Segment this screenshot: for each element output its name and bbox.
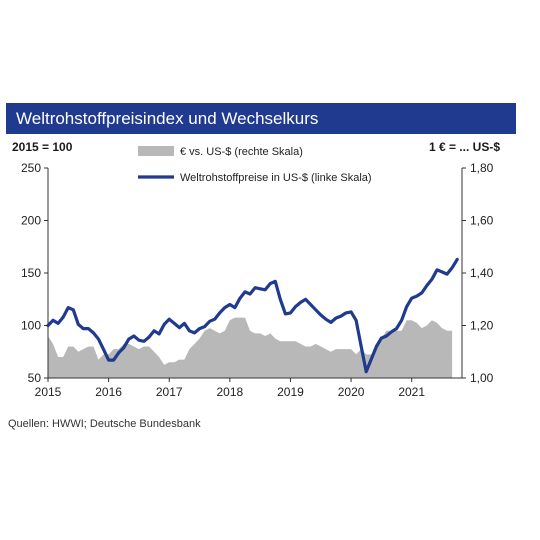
legend-area-label: € vs. US-$ (rechte Skala) xyxy=(180,146,303,158)
right-tick-label: 1,60 xyxy=(470,214,494,228)
line-layer xyxy=(46,257,459,374)
chart-title: Weltrohstoffpreisindex und Wechselkurs xyxy=(16,109,319,128)
right-tick-label: 1,80 xyxy=(470,161,494,175)
x-tick-label: 2016 xyxy=(95,385,122,399)
right-tick-label: 1,20 xyxy=(470,319,494,333)
x-tick-label: 2020 xyxy=(338,385,365,399)
left-tick-label: 200 xyxy=(21,214,41,228)
left-tick-label: 100 xyxy=(21,319,41,333)
legend-area-swatch xyxy=(138,146,174,156)
commodity-price-line xyxy=(46,257,459,374)
x-tick-label: 2017 xyxy=(156,385,183,399)
x-tick-label: 2021 xyxy=(398,385,425,399)
eur-usd-area xyxy=(48,317,453,378)
legend-layer: € vs. US-$ (rechte Skala) Weltrohstoffpre… xyxy=(138,146,372,184)
left-tick-label: 250 xyxy=(21,161,41,175)
source-note: Quellen: HWWI; Deutsche Bundesbank xyxy=(8,418,201,430)
right-tick-label: 1,00 xyxy=(470,371,494,385)
left-tick-label: 150 xyxy=(21,266,41,280)
tick-layer: 250 200 150 100 50 1,80 1,60 1,40 1,20 1,00 2015 20… xyxy=(21,161,494,399)
right-axis-unit: 1 € = ... US-$ xyxy=(428,140,500,154)
left-tick-label: 50 xyxy=(28,371,42,385)
axes-layer xyxy=(47,168,463,379)
x-tick-label: 2015 xyxy=(35,385,62,399)
legend-line-label: Weltrohstoffpreise in US-$ (linke Skala) xyxy=(180,172,372,184)
area-layer xyxy=(48,317,453,378)
chart-title-bar: Weltrohstoffpreisindex und Wechselkurs xyxy=(6,103,516,134)
left-axis-unit: 2015 = 100 xyxy=(12,140,73,154)
x-tick-label: 2019 xyxy=(277,385,304,399)
right-tick-label: 1,40 xyxy=(470,266,494,280)
x-tick-label: 2018 xyxy=(216,385,243,399)
